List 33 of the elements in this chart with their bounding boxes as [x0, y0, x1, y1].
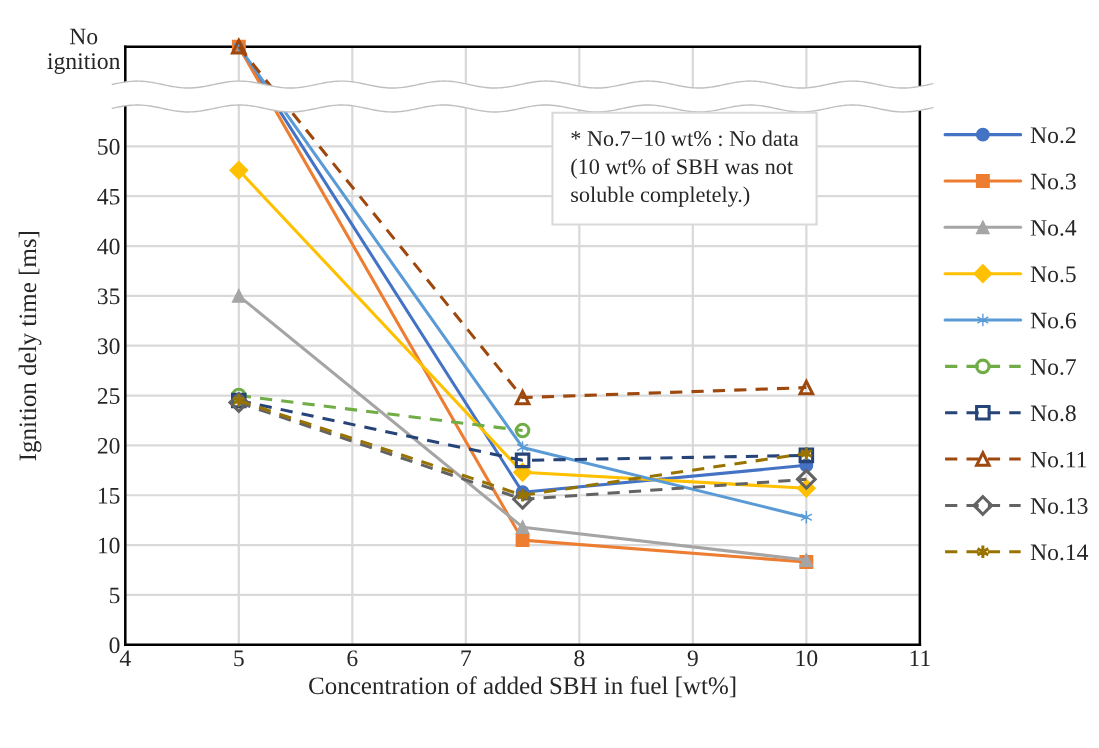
y-tick-label: 10 [98, 537, 120, 554]
y-tick-label: 15 [98, 487, 120, 504]
legend-label: No.11 [1030, 451, 1087, 468]
annotation: * No.7−10 wt% : No data (10 wt% of SBH was not soluble completely.) [571, 130, 799, 207]
y-tick-label: 40 [97, 238, 120, 255]
y-tick-label: 30 [97, 338, 120, 355]
y-tick-label: 35 [97, 288, 120, 305]
x-tick-label: 4 [119, 650, 131, 667]
y-tick-label: 20 [97, 437, 120, 454]
legend-label: No.7 [1030, 359, 1076, 375]
y-tick-label: 25 [97, 388, 120, 404]
x-tick-label: 7 [461, 650, 472, 667]
legend-label: No.5 [1030, 266, 1076, 283]
legend-label: No.4 [1030, 220, 1077, 236]
x-tick-label: 8 [574, 650, 585, 667]
legend-label: No.2 [1030, 127, 1076, 144]
x-axis-title: Concentration of added SBH in fuel [wt%] [309, 676, 736, 698]
legend-label: No.3 [1030, 173, 1076, 190]
legend-label: No.6 [1030, 312, 1076, 329]
x-tick-label: 11 [910, 650, 930, 667]
y-axis-title: Ignition dely time [ms] [18, 231, 42, 461]
legend-label: No.14 [1030, 544, 1089, 561]
legend-label: No.8 [1030, 405, 1076, 422]
x-tick-label: 10 [796, 650, 818, 667]
x-tick-label: 5 [234, 650, 244, 667]
y-tick-label: 5 [109, 587, 120, 604]
x-tick-label: 9 [687, 650, 698, 667]
y-tick-label: 0 [109, 637, 120, 654]
y-tick-label: No ignition [47, 28, 121, 74]
x-tick-label: 6 [347, 650, 358, 667]
y-tick-label: 45 [97, 188, 120, 205]
y-tick-label: 50 [98, 138, 120, 155]
legend-label: No.13 [1030, 498, 1088, 515]
